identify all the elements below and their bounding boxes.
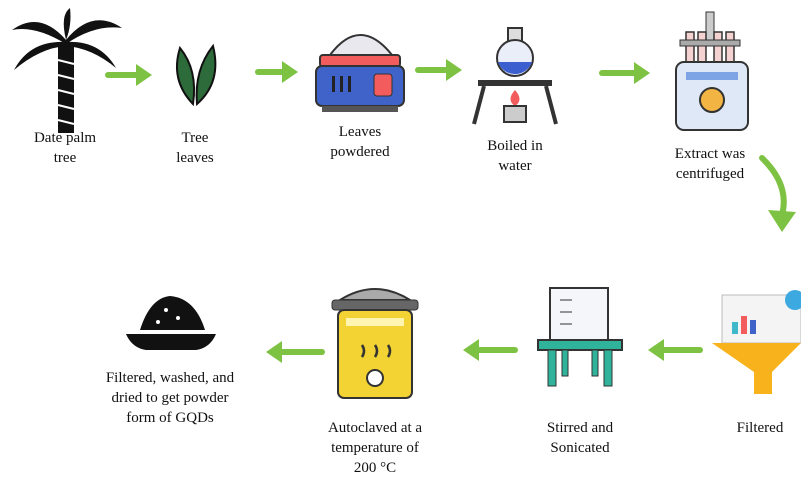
grinder-icon xyxy=(315,34,405,112)
step-label: Sonicated xyxy=(550,440,610,456)
palm-tree-icon xyxy=(12,8,122,133)
arrows xyxy=(105,59,796,363)
step-label: Filtered, washed, and xyxy=(106,370,235,386)
step-label: Leaves xyxy=(339,124,382,140)
leaves-icon xyxy=(176,43,217,107)
step-label: Date palm xyxy=(34,130,96,146)
step-label: tree xyxy=(54,150,77,166)
step-label: Filtered xyxy=(737,420,784,436)
powder-icon xyxy=(126,296,216,350)
step-label: leaves xyxy=(176,150,214,166)
step-label: Boiled in xyxy=(487,138,543,154)
step-label: Autoclaved at a xyxy=(328,420,422,436)
step-label: temperature of xyxy=(331,440,419,456)
centrifuge-icon xyxy=(675,11,749,131)
step-label: water xyxy=(498,158,531,174)
step-label: Stirred and xyxy=(547,420,614,436)
step-label: Tree xyxy=(182,130,209,146)
step-label: dried to get powder xyxy=(111,390,228,406)
step-label: centrifuged xyxy=(676,166,745,182)
step-label: form of GQDs xyxy=(126,410,214,426)
step-label: 200 °C xyxy=(354,460,396,476)
stir-stand-icon xyxy=(537,287,623,387)
boiling-icon xyxy=(472,27,558,125)
step-label: Extract was xyxy=(675,146,746,162)
funnel-icon xyxy=(712,290,801,394)
step-label: powdered xyxy=(330,144,390,160)
autoclave-icon xyxy=(331,288,419,399)
